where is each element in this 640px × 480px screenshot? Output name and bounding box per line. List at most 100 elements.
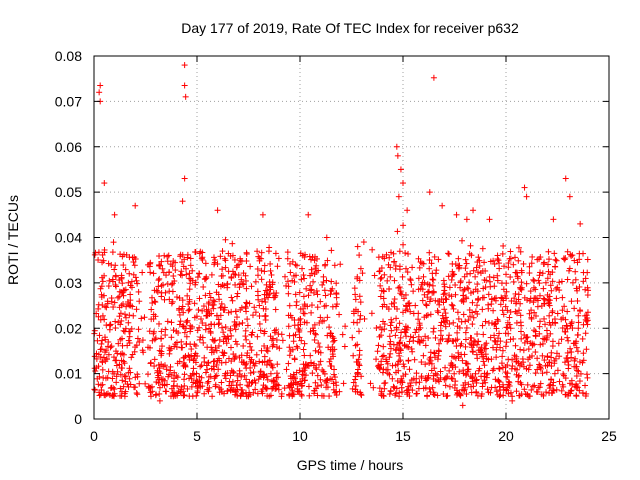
data-point: [333, 280, 340, 287]
data-point: [465, 317, 472, 324]
data-point: [260, 305, 267, 312]
data-point: [250, 360, 257, 367]
data-point: [114, 368, 121, 375]
data-point: [507, 325, 514, 332]
data-point: [544, 291, 551, 298]
data-point: [221, 255, 228, 262]
data-point: [473, 376, 480, 383]
data-point: [243, 300, 250, 307]
data-point: [494, 256, 501, 263]
data-point: [537, 269, 544, 276]
data-point: [134, 335, 141, 342]
data-point: [569, 252, 576, 259]
data-point: [416, 264, 423, 271]
data-point: [505, 390, 512, 397]
data-point: [164, 258, 171, 265]
data-point: [450, 319, 457, 326]
data-point: [128, 284, 135, 291]
data-point: [117, 336, 124, 343]
data-point: [380, 287, 387, 294]
data-point: [430, 328, 437, 335]
data-point: [548, 363, 555, 370]
data-point: [467, 242, 474, 249]
data-point: [381, 385, 388, 392]
data-point: [256, 373, 263, 380]
data-point: [112, 272, 119, 279]
data-point: [219, 266, 226, 273]
data-point: [444, 338, 451, 345]
data-point: [267, 267, 274, 274]
data-point: [322, 292, 329, 299]
data-point: [238, 373, 245, 380]
data-point: [503, 288, 510, 295]
data-point: [450, 271, 457, 278]
data-point: [311, 387, 318, 394]
data-point: [472, 370, 479, 377]
data-point: [426, 189, 433, 196]
data-point: [450, 338, 457, 345]
data-point: [307, 272, 314, 279]
data-point: [197, 379, 204, 386]
data-point: [481, 276, 488, 283]
data-point: [256, 358, 263, 365]
data-point: [554, 367, 561, 374]
data-point: [583, 346, 590, 353]
data-point: [168, 319, 175, 326]
data-point: [243, 360, 250, 367]
data-point: [404, 389, 411, 396]
data-point: [230, 368, 237, 375]
data-point: [486, 216, 493, 223]
data-point: [496, 265, 503, 272]
data-point: [564, 248, 571, 255]
data-point: [417, 324, 424, 331]
data-point: [546, 312, 553, 319]
data-point: [419, 279, 426, 286]
data-point: [240, 342, 247, 349]
data-point: [234, 377, 241, 384]
data-point: [307, 328, 314, 335]
data-point: [187, 255, 194, 262]
data-point: [473, 351, 480, 358]
data-point: [178, 384, 185, 391]
data-point: [575, 331, 582, 338]
data-point: [472, 273, 479, 280]
data-point: [127, 291, 134, 298]
data-point: [287, 269, 294, 276]
data-point: [125, 319, 132, 326]
data-point: [413, 370, 420, 377]
data-point: [204, 380, 211, 387]
data-point: [287, 312, 294, 319]
data-point: [564, 308, 571, 315]
data-point: [242, 389, 249, 396]
data-point: [531, 309, 538, 316]
data-point: [314, 372, 321, 379]
data-point: [454, 323, 461, 330]
data-point: [496, 365, 503, 372]
data-point: [175, 329, 182, 336]
data-point: [258, 388, 265, 395]
data-point: [265, 294, 272, 301]
data-point: [188, 383, 195, 390]
data-point: [204, 366, 211, 373]
data-point: [264, 287, 271, 294]
data-point: [397, 166, 404, 173]
data-point: [355, 356, 362, 363]
data-point: [545, 248, 552, 255]
data-point: [415, 385, 422, 392]
data-point: [169, 288, 176, 295]
data-point: [92, 387, 99, 394]
data-point: [356, 352, 363, 359]
data-point: [247, 369, 254, 376]
data-point: [415, 310, 422, 317]
data-point: [457, 284, 464, 291]
data-point: [169, 298, 176, 305]
data-point: [266, 357, 273, 364]
data-point: [99, 312, 106, 319]
data-point: [96, 332, 103, 339]
data-point: [301, 372, 308, 379]
data-point: [387, 273, 394, 280]
data-point: [485, 319, 492, 326]
data-point: [225, 355, 232, 362]
data-point: [497, 387, 504, 394]
data-point: [337, 261, 344, 268]
